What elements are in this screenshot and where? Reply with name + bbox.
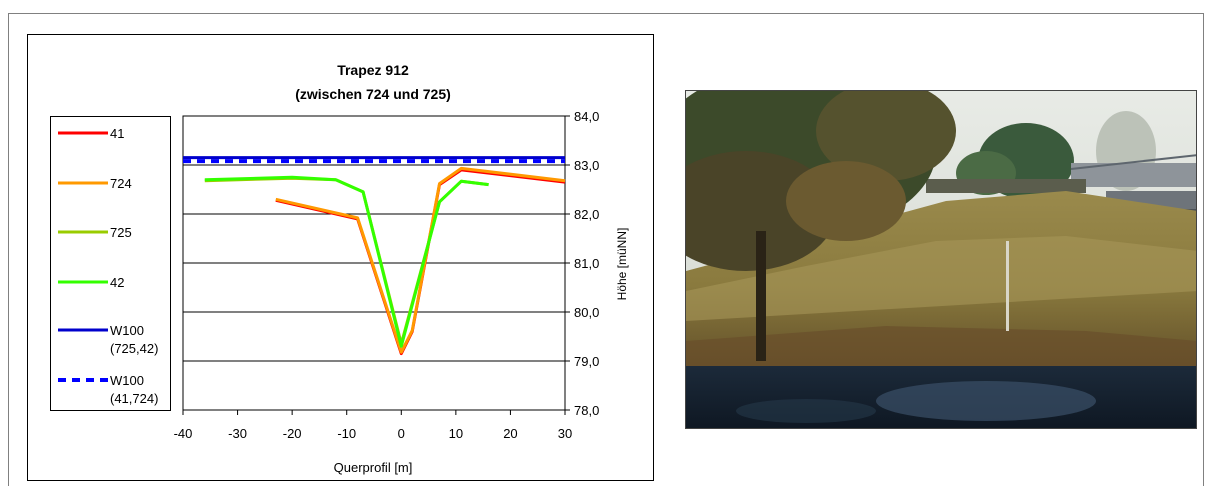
x-tick-label: -40 [174, 426, 193, 441]
chart-title-line1: Trapez 912 [337, 62, 409, 78]
chart-title-line2: (zwischen 724 und 725) [295, 86, 451, 102]
series-line-42 [204, 175, 489, 348]
outer-frame [8, 13, 1204, 486]
legend-label: W100 [110, 323, 144, 338]
x-tick-label: -30 [228, 426, 247, 441]
y-tick-label: 81,0 [574, 256, 599, 271]
x-tick-label: 0 [398, 426, 405, 441]
legend-label: 42 [110, 275, 124, 290]
legend-label: W100 [110, 373, 144, 388]
y-tick-label: 84,0 [574, 109, 599, 124]
y-tick-label: 82,0 [574, 207, 599, 222]
x-tick-label: 10 [449, 426, 463, 441]
x-tick-label: -20 [283, 426, 302, 441]
y-tick-label: 79,0 [574, 354, 599, 369]
chart-legend [50, 116, 171, 411]
x-tick-label: 20 [503, 426, 517, 441]
legend-label: 41 [110, 126, 124, 141]
river-bank-photo [685, 90, 1197, 429]
x-axis-label: Querprofil [m] [334, 460, 413, 475]
y-axis-label: Höhe [müNN] [615, 228, 629, 301]
legend-label: 724 [110, 176, 132, 191]
legend-label: 725 [110, 225, 132, 240]
y-tick-label: 78,0 [574, 403, 599, 418]
series-line-724 [275, 166, 566, 354]
photo-svg [686, 91, 1196, 428]
legend-label: (725,42) [110, 341, 158, 356]
y-tick-label: 80,0 [574, 305, 599, 320]
x-tick-label: 30 [558, 426, 572, 441]
x-tick-label: -10 [337, 426, 356, 441]
legend-label: (41,724) [110, 391, 158, 406]
y-tick-label: 83,0 [574, 158, 599, 173]
